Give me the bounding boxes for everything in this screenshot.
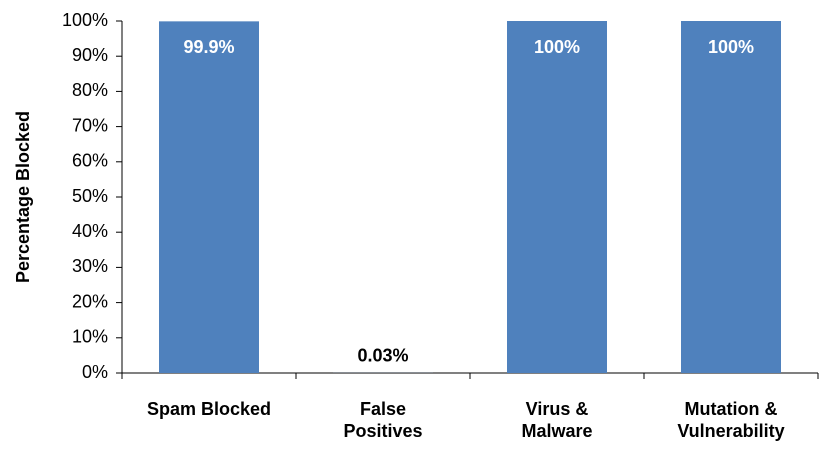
y-tick-label: 0%	[82, 362, 108, 382]
y-tick-label: 90%	[72, 45, 108, 65]
y-tick-label: 40%	[72, 221, 108, 241]
bar	[681, 21, 781, 373]
y-tick-label: 10%	[72, 327, 108, 347]
bar	[507, 21, 607, 373]
y-tick-label: 50%	[72, 186, 108, 206]
x-tick-label: False Positives	[343, 399, 423, 441]
y-axis-label: Percentage Blocked	[13, 111, 33, 283]
value-label: 100%	[708, 37, 754, 57]
bar	[159, 21, 259, 374]
value-label: 99.9%	[183, 37, 234, 57]
y-tick-label: 20%	[72, 291, 108, 311]
y-tick-label: 70%	[72, 115, 108, 135]
x-tick-label: Virus & Malware	[521, 399, 593, 441]
x-tick-label: Mutation & Vulnerability	[677, 399, 785, 441]
y-tick-label: 100%	[62, 10, 108, 30]
y-tick-label: 60%	[72, 151, 108, 171]
value-label: 100%	[534, 37, 580, 57]
y-tick-label: 80%	[72, 80, 108, 100]
y-tick-label: 30%	[72, 256, 108, 276]
value-label: 0.03%	[357, 346, 408, 366]
x-tick-label: Spam Blocked	[146, 399, 272, 419]
